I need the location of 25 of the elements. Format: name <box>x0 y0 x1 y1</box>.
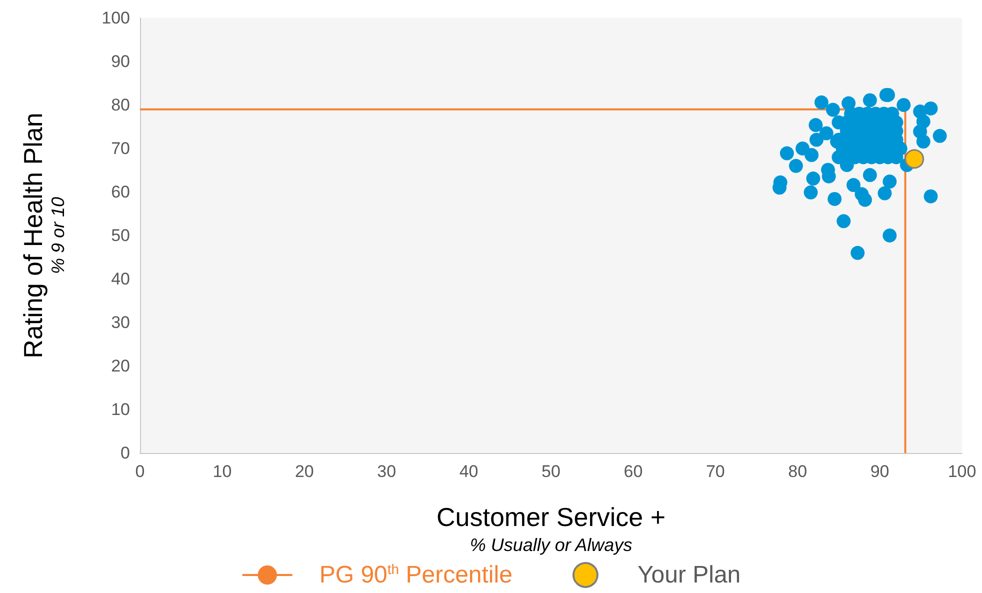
x-tick-label: 10 <box>212 462 232 481</box>
y-tick-label: 10 <box>111 400 130 419</box>
y-tick-label: 0 <box>120 444 130 462</box>
x-tick-label: 70 <box>706 462 725 481</box>
y-tick-label: 100 <box>102 8 130 28</box>
x-tick-label: 30 <box>377 462 396 481</box>
y-tick-label: 80 <box>111 96 130 114</box>
x-tick-label: 100 <box>948 462 976 481</box>
x-tick-label: 60 <box>624 462 643 481</box>
x-tick-label: 40 <box>459 462 478 481</box>
x-tick-label: 90 <box>870 462 890 481</box>
x-axis-title: Customer Service + % Usually or Always <box>436 502 666 555</box>
y-tick-label: 60 <box>111 182 130 202</box>
y-tick-label: 30 <box>111 313 130 332</box>
x-tick-label: 0 <box>135 462 145 481</box>
legend-label: Your Plan <box>637 562 741 588</box>
x-tick-label: 80 <box>788 462 808 481</box>
y-tick-label: 70 <box>111 139 130 158</box>
y-axis-title: Rating of Health Plan % 9 or 10 <box>18 112 68 358</box>
x-tick-label: 50 <box>542 462 560 481</box>
x-tick-label: 20 <box>294 462 314 481</box>
y-tick-label: 90 <box>111 52 130 71</box>
y-tick-label: 20 <box>111 356 130 376</box>
y-tick-label: 50 <box>111 226 130 245</box>
y-tick-label: 40 <box>111 270 130 288</box>
